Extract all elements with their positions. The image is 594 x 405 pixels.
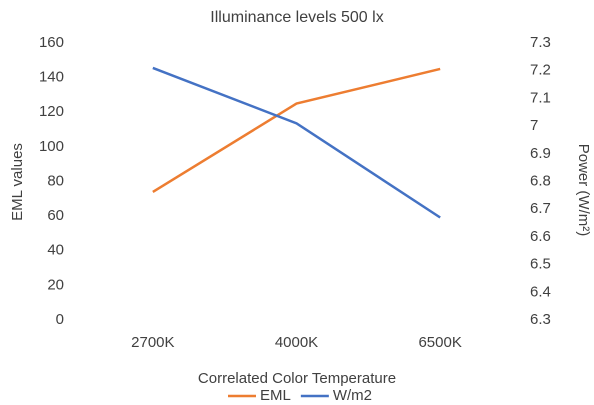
y-tick-label: 40 [47, 242, 64, 259]
y-tick-label: 160 [39, 34, 64, 51]
line-series [152, 67, 441, 193]
y2-tick-label: 6.8 [530, 172, 551, 189]
y2-tick-label: 7 [530, 117, 538, 134]
x-tick-label: 6500K [418, 334, 461, 351]
x-tick-label: 2700K [131, 334, 174, 351]
y-tick-label: 100 [39, 138, 64, 155]
y-tick-label: 140 [39, 69, 64, 86]
y-tick-label: 20 [47, 276, 64, 293]
line-series [152, 66, 441, 219]
x-tick-label: 4000K [275, 334, 318, 351]
y2-axis-label: Power (W/m²) [575, 144, 592, 237]
y-tick-label: 120 [39, 103, 64, 120]
y-tick-label: 0 [56, 311, 64, 328]
y2-tick-label: 7.1 [530, 89, 551, 106]
y-tick-label: 80 [47, 172, 64, 189]
y-tick-label: 60 [47, 207, 64, 224]
y2-tick-label: 7.2 [530, 62, 551, 79]
y-axis-label: EML values [9, 143, 26, 221]
legend-label: EML [260, 387, 291, 404]
y2-tick-label: 6.9 [530, 145, 551, 162]
y2-tick-label: 7.3 [530, 34, 551, 51]
y2-tick-label: 6.3 [530, 311, 551, 328]
x-axis-label: Correlated Color Temperature [198, 370, 396, 387]
chart-title: Illuminance levels 500 lx [210, 9, 383, 26]
y2-tick-label: 6.6 [530, 228, 551, 245]
legend-label: W/m2 [333, 387, 372, 404]
y2-tick-label: 6.7 [530, 200, 551, 217]
y2-tick-label: 6.4 [530, 283, 551, 300]
y2-tick-label: 6.5 [530, 256, 551, 273]
